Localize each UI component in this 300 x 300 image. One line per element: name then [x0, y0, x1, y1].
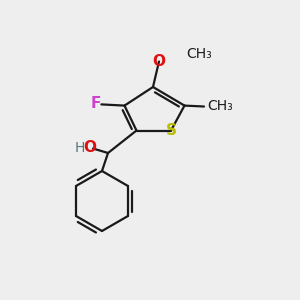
Text: H: H [74, 141, 85, 154]
Text: S: S [166, 123, 176, 138]
Text: CH₃: CH₃ [208, 100, 233, 113]
Text: F: F [91, 96, 101, 111]
Text: CH₃: CH₃ [186, 47, 212, 61]
Text: O: O [152, 54, 166, 69]
Text: O: O [83, 140, 97, 155]
